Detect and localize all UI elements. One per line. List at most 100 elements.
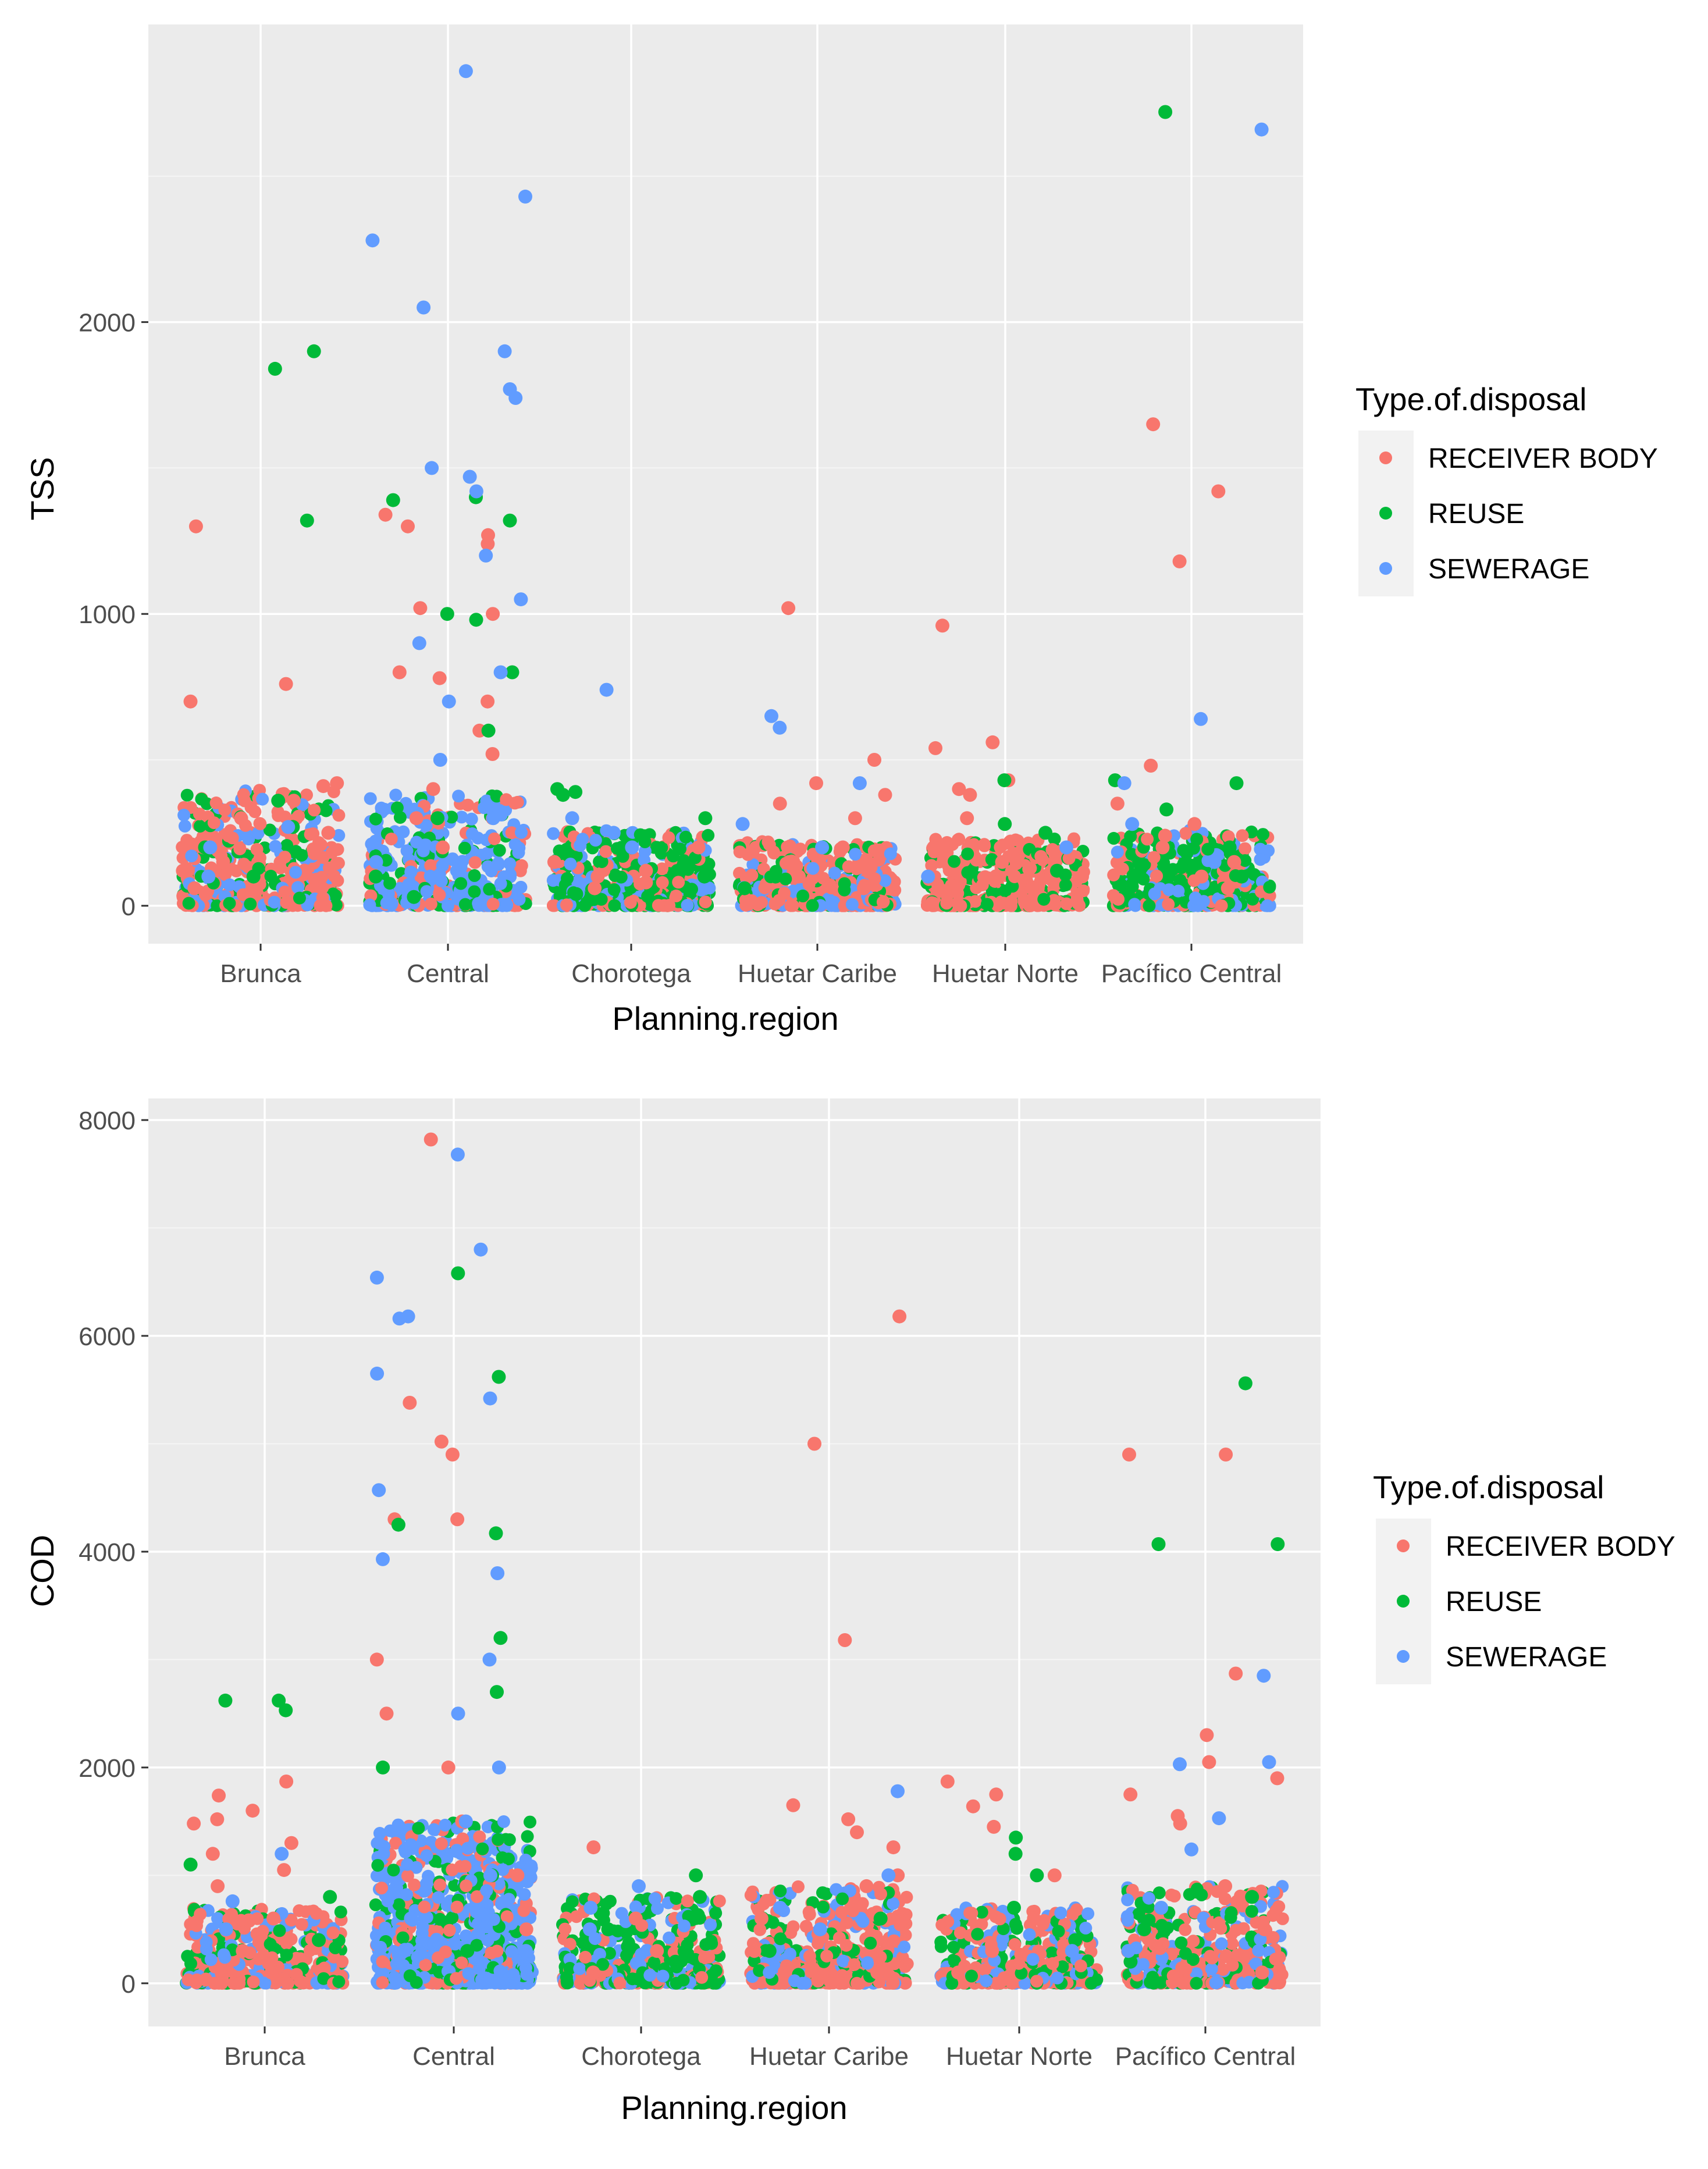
tss-cloud-point: [677, 854, 691, 867]
tss-cloud-point: [688, 851, 702, 865]
tss-point-receiver-body: [316, 779, 330, 794]
tss-cloud-point: [369, 812, 382, 826]
tss-cloud-point: [652, 899, 665, 912]
tss-cloud-point: [419, 819, 433, 832]
tss-point-receiver-body: [1220, 881, 1235, 895]
cod-cloud-point: [713, 1894, 726, 1908]
tss-point-reuse: [430, 811, 445, 826]
tss-cloud-point: [363, 898, 376, 912]
cod-cloud-point: [396, 1931, 410, 1944]
cod-cloud-point: [565, 1895, 579, 1908]
tss-point-sewerage: [412, 636, 426, 650]
cod-cloud-point: [264, 1937, 277, 1951]
tss-point-sewerage: [201, 869, 216, 884]
cod-cloud-point: [846, 1901, 859, 1914]
cod-cloud-point: [433, 1878, 447, 1891]
tss-cloud-point: [884, 847, 897, 861]
tss-cloud-point: [177, 809, 191, 822]
tss-point-reuse: [1159, 802, 1174, 817]
tss-point-receiver-body: [1172, 554, 1187, 568]
cod-plot-panel: [148, 1098, 1321, 2026]
cod-cloud-point: [744, 1889, 757, 1902]
tss-point-reuse: [440, 607, 454, 621]
cod-cloud-point: [763, 1966, 776, 1979]
tss-cloud-point: [209, 797, 223, 809]
cod-cloud-point: [217, 1948, 230, 1961]
cod-cloud-point: [432, 1891, 445, 1904]
tss-cloud-point: [1128, 898, 1141, 911]
tss-cloud-point: [739, 899, 753, 912]
tss-cloud-point: [1125, 877, 1138, 891]
tss-cloud-point: [561, 872, 574, 885]
tss-x-axis-title: Planning.region: [612, 1000, 838, 1037]
cod-cloud-point: [774, 1884, 787, 1898]
tss-cloud-point: [233, 842, 247, 855]
tss-cloud-point: [268, 895, 281, 909]
cod-cloud-point: [329, 1941, 342, 1954]
tss-cloud-point: [1162, 898, 1175, 911]
tss-point-receiver-body: [436, 840, 450, 855]
tss-point-reuse: [1158, 105, 1173, 119]
tss-point-sewerage: [369, 855, 383, 869]
cod-cloud-point: [784, 1947, 797, 1961]
cod-cloud-point: [702, 1950, 716, 1964]
tss-cloud-point: [472, 899, 486, 912]
tss-cloud-point: [307, 827, 320, 840]
tss-point-receiver-body: [1187, 817, 1202, 831]
tss-cloud-point: [867, 844, 881, 858]
cod-cloud-point: [825, 1967, 838, 1980]
tss-cloud-point: [278, 886, 291, 899]
cod-cloud-point: [681, 1894, 694, 1908]
cod-cloud-point: [455, 1956, 468, 1969]
tss-cloud-point: [514, 880, 528, 894]
tss-point-reuse: [1222, 840, 1237, 855]
cod-cloud-point: [503, 1833, 516, 1846]
tss-cloud-point: [452, 790, 465, 803]
cod-cloud-point: [251, 1912, 264, 1925]
tss-cloud-point: [1254, 853, 1267, 866]
tss-plot-points: [176, 64, 1276, 912]
tss-cloud-point: [948, 855, 961, 868]
tss-cloud-point: [193, 808, 206, 821]
cod-cloud-point: [376, 1976, 389, 1989]
cod-cloud-point: [704, 1918, 717, 1932]
tss-cloud-point: [1172, 884, 1185, 898]
tss-cloud-point: [494, 877, 507, 890]
cod-cloud-point: [816, 1900, 830, 1914]
tss-cloud-point: [969, 895, 982, 908]
tss-cloud-point: [488, 832, 501, 845]
tss-cloud-point: [383, 877, 396, 890]
tss-cloud-point: [624, 896, 637, 909]
cod-cloud-point: [837, 1954, 850, 1968]
tss-cloud-point: [793, 842, 807, 856]
tss-point-receiver-body: [835, 840, 850, 855]
tss-cloud-point: [380, 897, 393, 910]
tss-x-tick-label-chorotega: Chorotega: [571, 959, 691, 988]
cod-cloud-point: [856, 1915, 870, 1928]
cod-cloud-point: [799, 1919, 813, 1933]
tss-cloud-point: [977, 838, 991, 851]
tss-cloud-point: [1189, 891, 1202, 905]
tss-cloud-point: [424, 897, 437, 911]
cod-cloud-point: [622, 1936, 635, 1950]
cod-cloud-point: [505, 1945, 518, 1958]
tss-cloud-point: [576, 833, 589, 846]
cod-cloud-point: [558, 1922, 572, 1936]
tss-cloud-point: [655, 841, 668, 854]
cod-cloud-point: [678, 1919, 691, 1933]
tss-cloud-point: [980, 898, 994, 911]
tss-cloud-point: [468, 869, 481, 882]
tss-cloud-point: [667, 849, 680, 863]
tss-cloud-point: [985, 886, 999, 899]
cod-cloud-point: [792, 1880, 805, 1893]
tss-cloud-point: [1107, 869, 1120, 881]
tss-legend-marker-sewerage: [1379, 562, 1392, 575]
tss-cloud-point: [514, 859, 527, 873]
tss-cloud-point: [515, 826, 528, 839]
cod-cloud-point: [788, 1974, 801, 1987]
tss-point-receiver-body: [234, 811, 248, 826]
tss-point-reuse: [1050, 863, 1064, 878]
tss-cloud-point: [607, 883, 621, 896]
tss-cloud-point: [868, 872, 881, 886]
cod-cloud-point: [521, 1830, 534, 1843]
